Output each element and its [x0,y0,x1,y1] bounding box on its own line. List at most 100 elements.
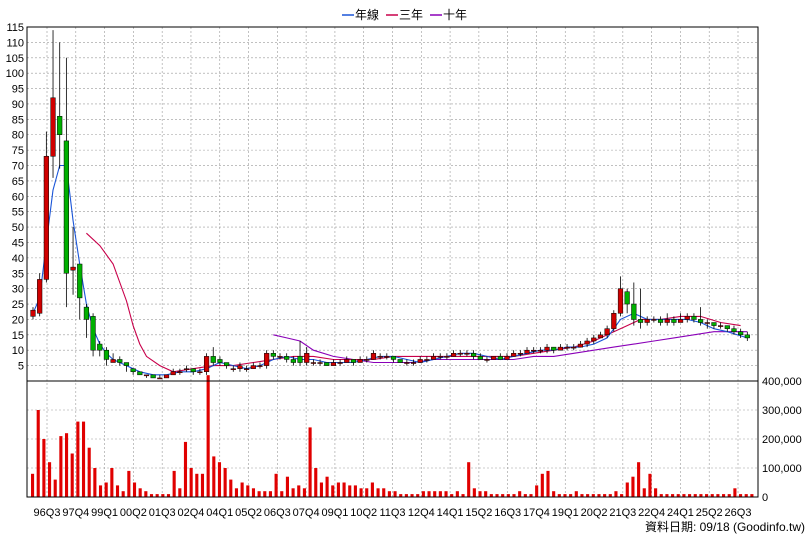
price-tick-label: 5 [18,361,24,373]
x-tick-label: 11Q3 [379,507,405,519]
volume-bar [642,488,646,497]
candle [50,30,56,178]
volume-bar [472,488,476,497]
candle-body-up [704,322,710,324]
candle [297,340,303,366]
candle [571,344,577,351]
volume-bar [314,468,318,497]
volume-bar [200,473,205,497]
volume-bar [166,494,171,497]
candle [83,304,89,338]
volume-bar [149,494,154,497]
candle [517,350,523,357]
x-tick-label: 96Q3 [34,507,61,519]
candle-body-up [257,365,263,367]
candle [170,368,176,376]
price-tick-label: 35 [12,268,24,280]
volume-bar [42,439,46,497]
candle [671,316,677,326]
candle-body-up [617,288,624,314]
volume-bar [688,494,692,497]
candle-body-up [203,356,210,373]
volume-bar [393,491,397,497]
candle-body-up [377,356,383,358]
volume-panel-frame [26,380,759,498]
volume-bar [682,494,686,497]
volume-bar [183,441,188,497]
volume-bar [416,494,420,497]
volume-bar [659,494,663,497]
candle [457,350,463,357]
price-tick-label: 80 [12,130,24,142]
candle [644,316,650,326]
volume-bar [739,494,743,497]
volume-bar [59,436,63,497]
candle [564,344,570,351]
candle [224,362,230,369]
candle [70,227,76,295]
candle [63,57,69,308]
candle [651,316,657,323]
candle-body-up [557,346,563,351]
volume-bar [325,476,329,497]
volume-bar [81,421,86,497]
candle [37,273,43,317]
candle-body-down [83,306,89,320]
volume-bar [115,485,120,497]
candle [177,368,183,375]
moving-averages [32,164,748,376]
candle-body-up [644,319,650,323]
candle-body-up [277,356,283,358]
candle [410,359,417,366]
candle [150,374,156,379]
x-tick-label: 06Q3 [264,507,291,519]
volume-bar [716,494,720,497]
candle [270,350,276,360]
candle-body-up [163,374,170,379]
volume-bar [648,473,652,497]
volume-bar [370,482,374,497]
candle [163,374,170,379]
candle [384,353,390,360]
candle [250,362,256,369]
volume-bar [705,494,709,497]
volume-bar [722,494,726,497]
candle [637,288,644,329]
volume-bar [506,494,510,497]
candle-body-up [244,368,250,370]
volume-bar [597,494,601,497]
candle [738,328,744,338]
x-tick-label: 07Q4 [293,507,320,519]
volume-bar [319,482,323,497]
candle-body-up [143,374,150,377]
volume-bar [586,494,590,497]
candle [257,362,263,369]
candle-body-up [417,359,423,363]
volume-bar [70,453,74,497]
x-tick-label: 05Q2 [235,507,262,519]
price-tick-label: 110 [6,37,24,49]
volume-bar [444,491,448,497]
volume-tick-label: 100,000 [762,463,802,475]
candle [310,359,316,366]
candle [304,347,310,366]
candle-body-up [504,356,510,360]
candle-body-up [370,353,377,360]
volume-tick-label: 200,000 [762,434,802,446]
candle-body-up [237,365,243,369]
volume-tick-label: 400,000 [762,376,802,388]
candle-body-up [183,368,190,370]
x-axis-labels: 96Q3 97Q4 99Q1 00Q2 01Q3 02Q4 04Q1 05Q2 06Q3 07Q4… [34,507,752,519]
candle-body-up [310,362,316,364]
candle [684,313,690,323]
volume-bar [671,494,675,497]
candle [110,353,116,363]
candle [471,350,477,360]
volume-bar [495,494,499,497]
candle [97,340,103,357]
candle-body-down [731,328,737,332]
volume-bar [733,488,737,497]
candle-body-up [591,337,597,342]
candle [284,353,290,363]
candle [744,331,750,341]
